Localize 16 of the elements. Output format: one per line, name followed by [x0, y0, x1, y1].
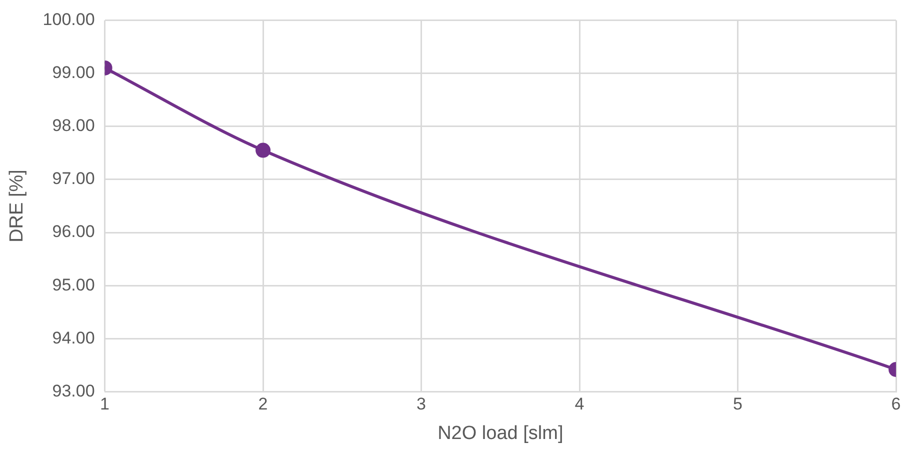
y-axis-title: DRE [%]: [6, 170, 28, 242]
y-tick-label: 93.00: [52, 381, 95, 400]
y-tick-label: 98.00: [52, 116, 95, 136]
y-tick-label: 94.00: [52, 328, 95, 348]
x-tick-label: 4: [574, 394, 584, 414]
x-tick-label: 5: [733, 394, 742, 414]
y-tick-label: 97.00: [52, 169, 95, 188]
x-tick-label: 6: [891, 394, 901, 414]
y-tick-label: 95.00: [52, 275, 95, 294]
x-tick-label: 2: [258, 394, 268, 414]
y-tick-label: 99.00: [52, 62, 95, 82]
x-tick-label: 1: [100, 394, 110, 414]
x-axis-title: N2O load [slm]: [438, 422, 564, 444]
y-tick-label: 96.00: [52, 222, 95, 242]
y-tick-label: 100.00: [42, 10, 95, 29]
x-tick-label: 3: [416, 394, 426, 414]
